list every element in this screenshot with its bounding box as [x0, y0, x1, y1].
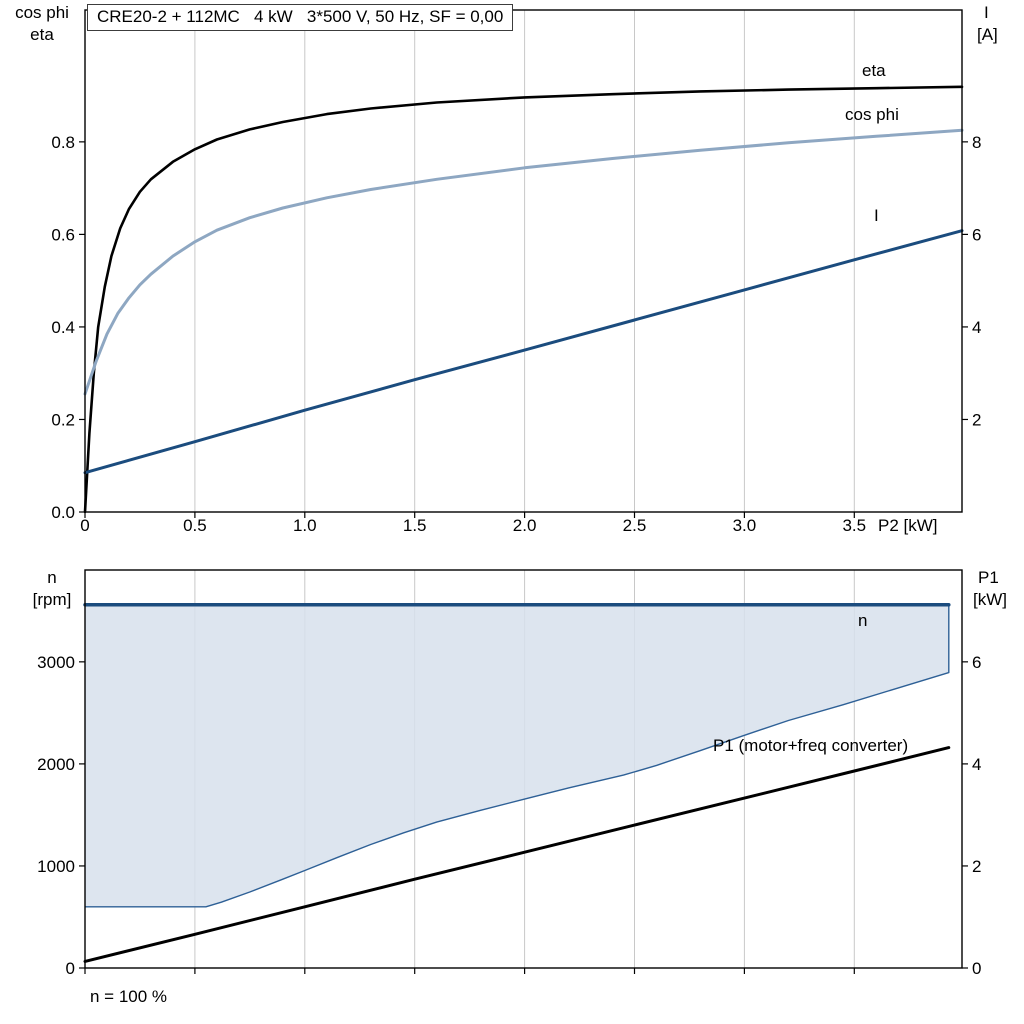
- left-tick-label: 2000: [37, 755, 75, 774]
- bottom-chart-area-and-curves: [83, 602, 951, 963]
- eta-curve: [83, 85, 964, 514]
- x-tick-label: 3.5: [842, 516, 866, 535]
- top-left-axis-label-cosphi: cos phi: [15, 3, 69, 22]
- right-tick-label: 4: [972, 755, 981, 774]
- cos-phi-curve: [83, 128, 964, 396]
- I-curve: [83, 229, 964, 475]
- left-tick-label: 0.0: [51, 503, 75, 522]
- left-tick-label: 0.8: [51, 133, 75, 152]
- x-tick-label: 0.5: [183, 516, 207, 535]
- top-chart-curves: [83, 85, 964, 514]
- top-right-axis-label-current: I: [984, 3, 989, 22]
- left-tick-label: 0.6: [51, 225, 75, 244]
- top-left-axis-label-eta: eta: [30, 25, 54, 44]
- left-tick-label: 3000: [37, 653, 75, 672]
- top-chart-frame: [84, 9, 963, 513]
- x-tick-label: 2.0: [513, 516, 537, 535]
- p1-curve-label: P1 (motor+freq converter): [713, 736, 908, 755]
- n-curve-label: n: [858, 611, 867, 630]
- speed-range-area: [85, 604, 949, 907]
- bottom-right-axis-label-unit: [kW]: [973, 590, 1007, 609]
- speed-range-lower-boundary: [85, 604, 950, 908]
- x-axis-label: P2 [kW]: [878, 516, 938, 535]
- top-right-axis-label-unit: [A]: [977, 25, 998, 44]
- x-tick-label: 2.5: [623, 516, 647, 535]
- left-tick-label: 1000: [37, 857, 75, 876]
- right-tick-label: 6: [972, 225, 981, 244]
- current-curve-label: I: [874, 206, 879, 225]
- top-chart-ticks: 0 0.5 1.0 1.5 2.0 2.5 3.0 3.5 0.0 0.2 0.4 0.6 0.8 2 4 6…: [51, 133, 981, 535]
- x-tick-label: 1.0: [293, 516, 317, 535]
- x-tick-label: 1.5: [403, 516, 427, 535]
- bottom-chart-ticks: 0 1000 2000 3000 0 2 4 6: [37, 653, 981, 978]
- n-100-percent-annotation: n = 100 %: [90, 987, 167, 1006]
- left-tick-label: 0.4: [51, 318, 75, 337]
- top-chart-gridlines: [194, 10, 855, 512]
- left-tick-label: 0.2: [51, 410, 75, 429]
- right-tick-label: 0: [972, 959, 981, 978]
- p1-curve: [83, 746, 951, 963]
- x-tick-label: 3.0: [733, 516, 757, 535]
- bottom-right-axis-label-p1: P1: [978, 568, 999, 587]
- cosphi-curve-label: cos phi: [845, 105, 899, 124]
- eta-curve-label: eta: [862, 61, 886, 80]
- right-tick-label: 6: [972, 653, 981, 672]
- bottom-chart-frame: [84, 569, 963, 969]
- chart-title-box: CRE20-2 + 112MC 4 kW 3*500 V, 50 Hz, SF …: [87, 4, 514, 31]
- x-tick-label: 0: [80, 516, 89, 535]
- bottom-left-axis-label-n: n: [47, 568, 56, 587]
- bottom-left-axis-label-unit: [rpm]: [33, 590, 72, 609]
- right-tick-label: 4: [972, 318, 981, 337]
- right-tick-label: 2: [972, 857, 981, 876]
- right-tick-label: 2: [972, 410, 981, 429]
- left-tick-label: 0: [66, 959, 75, 978]
- right-tick-label: 8: [972, 133, 981, 152]
